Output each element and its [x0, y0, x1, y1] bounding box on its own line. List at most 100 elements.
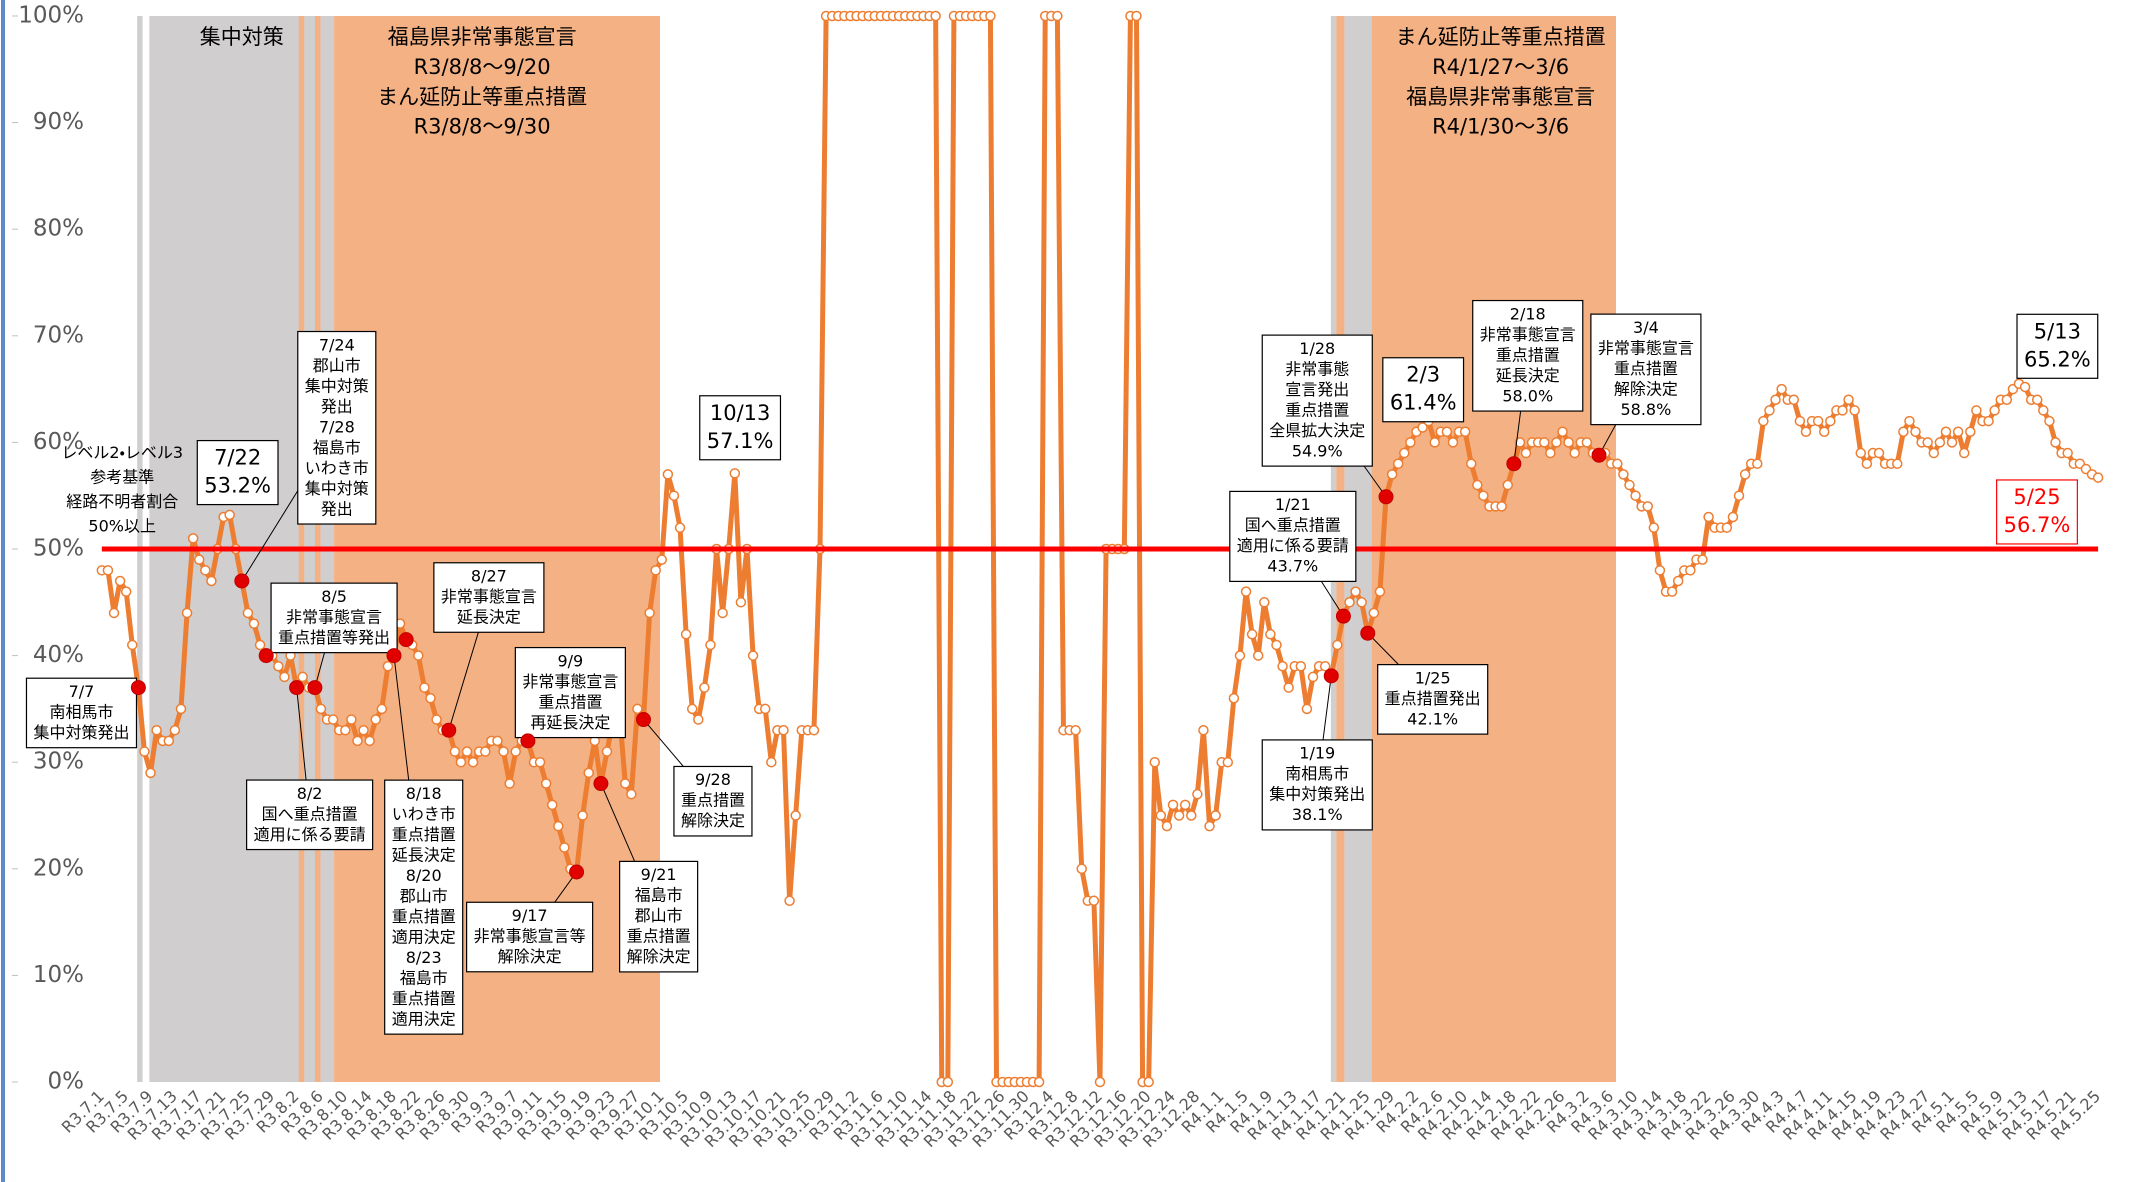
data-point: [1246, 629, 1258, 640]
data-point: [346, 714, 357, 725]
data-point: [1922, 437, 1933, 448]
period-label: 福島県非常事態宣言: [388, 25, 577, 49]
annotation-text: 7/7: [69, 682, 95, 701]
data-point: [1514, 437, 1526, 448]
data-point: [1952, 426, 1964, 437]
data-point: [1642, 501, 1653, 512]
data-point: [1295, 661, 1307, 672]
data-point: [1496, 501, 1507, 512]
annotation-text: 8/23: [406, 948, 442, 967]
data-point: [1472, 479, 1483, 491]
annotation-text: 38.1%: [1292, 805, 1343, 824]
data-point: [1551, 437, 1562, 448]
data-point: [1502, 479, 1514, 491]
data-point: [425, 692, 436, 704]
data-point: [686, 703, 698, 715]
annotation-text: 集中対策: [305, 376, 369, 395]
annotation-text: 非常事態宣言: [1480, 325, 1576, 344]
data-point: [1283, 682, 1294, 693]
data-point: [1447, 437, 1459, 448]
annotation-text: 10/13: [710, 401, 771, 425]
data-point: [1733, 490, 1745, 501]
data-point: [1849, 405, 1860, 416]
annotation-box: [1229, 490, 1357, 583]
data-point: [492, 735, 503, 747]
data-point: [1441, 426, 1453, 437]
data-point: [352, 735, 363, 747]
data-point: [1843, 394, 1854, 406]
data-point: [1630, 490, 1641, 501]
data-point: [127, 639, 138, 651]
annotation-text: 1/19: [1299, 744, 1335, 763]
annotation-box: [1996, 479, 2078, 545]
annotation-text: 重点措置: [392, 907, 456, 926]
data-point: [1758, 415, 1769, 427]
y-tick-label: 60%: [33, 429, 84, 455]
annotation-text: 非常事態宣言: [1598, 338, 1694, 357]
annotation-text: 適用決定: [392, 927, 456, 946]
annotation-text: 3/4: [1633, 318, 1659, 337]
highlight-point: [258, 648, 274, 664]
data-point: [1648, 522, 1660, 533]
annotation-box: [297, 330, 377, 525]
highlight-point: [234, 573, 250, 589]
annotation-text: 南相馬市: [1285, 764, 1349, 783]
annotation-box: [1472, 299, 1584, 412]
data-point: [1204, 820, 1215, 832]
data-point: [1052, 10, 1063, 22]
annotation-text: 2/3: [1406, 363, 1440, 387]
data-point: [1222, 756, 1234, 768]
annotation-box: [673, 765, 753, 837]
period-label: まん延防止等重点措置: [377, 85, 587, 109]
annotation-text: 重点措置: [1614, 359, 1678, 378]
period-label: R4/1/30～3/6: [1432, 115, 1569, 139]
data-point: [583, 767, 594, 779]
data-point: [985, 10, 996, 22]
data-point: [1252, 650, 1264, 661]
data-point: [498, 746, 509, 757]
data-point: [1386, 469, 1398, 480]
highlight-point: [1323, 668, 1339, 684]
highlight-point: [1378, 489, 1394, 505]
data-point: [699, 682, 710, 693]
data-point: [1155, 810, 1167, 821]
data-point: [553, 820, 564, 832]
data-point: [1088, 895, 1100, 907]
data-point: [2050, 437, 2061, 448]
data-point: [559, 842, 570, 853]
data-point: [1301, 703, 1313, 715]
annotation-text: 非常事態: [1285, 359, 1349, 378]
data-point: [1666, 586, 1678, 597]
annotation-text: 重点措置: [392, 989, 456, 1008]
annotation-text: 9/28: [695, 770, 731, 789]
data-point: [1794, 415, 1806, 427]
annotation-text: 重点措置等発出: [278, 628, 390, 647]
data-point: [455, 756, 467, 768]
annotation-box: [25, 677, 138, 749]
data-point: [1910, 426, 1921, 437]
data-point: [273, 661, 284, 672]
annotation-text: 54.9%: [1292, 441, 1343, 460]
period-label: まん延防止等重点措置: [1396, 25, 1606, 49]
data-point: [1721, 522, 1733, 533]
annotation-text: 8/5: [321, 587, 347, 606]
annotation-text: いわき市: [392, 804, 456, 823]
annotation-text: 1/21: [1275, 495, 1311, 514]
data-point: [1173, 810, 1185, 821]
annotation-text: 福島市: [635, 886, 683, 905]
y-tick-label: 20%: [33, 855, 84, 881]
period-label: R4/1/27～3/6: [1432, 55, 1569, 79]
data-point: [1070, 724, 1081, 736]
annotation-box: [1377, 664, 1489, 735]
data-point: [1539, 437, 1550, 448]
annotation-text: 重点措置: [392, 825, 456, 844]
annotation-box: [2016, 313, 2099, 379]
annotation-text: 56.7%: [2004, 513, 2071, 537]
annotation-text: 9/21: [641, 865, 677, 884]
data-point: [1989, 405, 2000, 416]
highlight-point: [1506, 456, 1522, 472]
y-tick-label: 50%: [33, 536, 84, 562]
data-point: [717, 607, 728, 619]
